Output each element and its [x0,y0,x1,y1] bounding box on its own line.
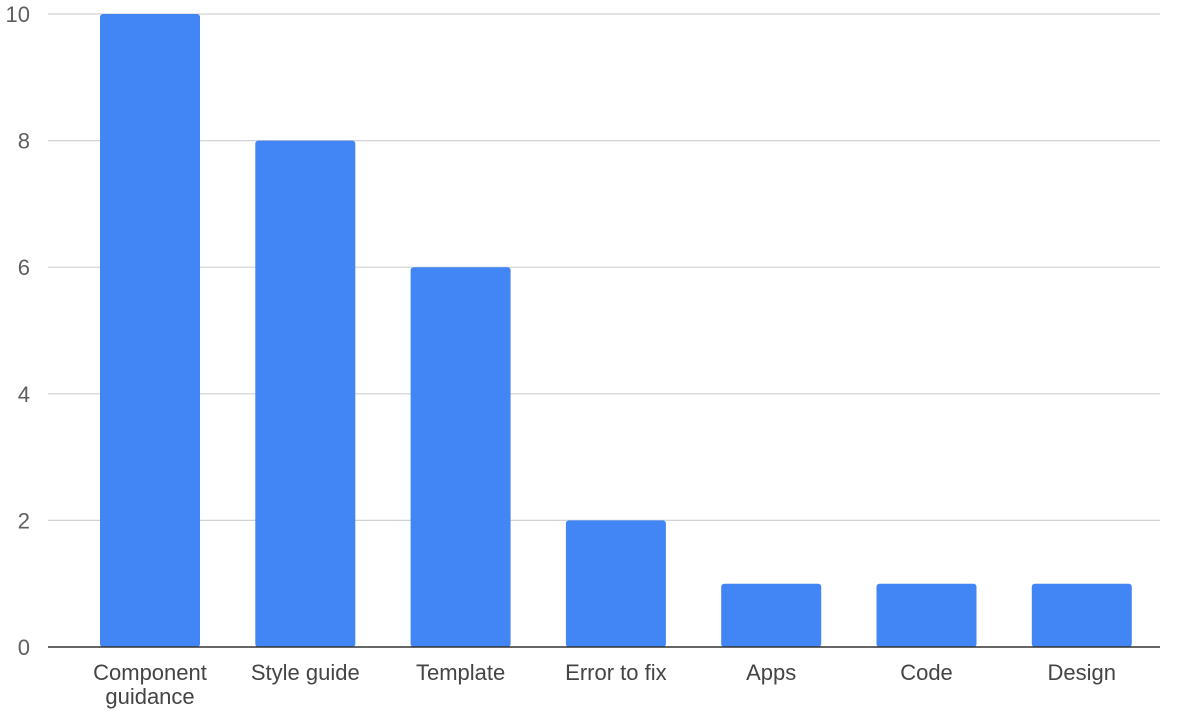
y-axis-tick-labels: 0 2 4 6 8 10 [6,2,30,660]
bar-style-guide [255,140,356,647]
bar-error-to-fix [565,520,666,647]
bar-template [410,267,511,647]
y-tick-label: 0 [18,635,30,660]
x-tick-label: Apps [746,660,796,685]
y-tick-label: 4 [18,382,30,407]
bar-apps [721,583,822,647]
x-tick-label: Template [416,660,505,685]
x-tick-label: Design [1048,660,1116,685]
y-tick-label: 8 [18,129,30,154]
y-tick-label: 2 [18,508,30,533]
x-tick-label: Style guide [251,660,360,685]
bar-design [1031,583,1132,647]
bars [100,14,1132,647]
y-tick-label: 10 [6,2,30,27]
bar-component-guidance [100,14,200,647]
x-tick-label: Error to fix [565,660,666,685]
x-axis-category-labels: Component guidance Style guide Template Erro… [93,660,1116,709]
x-tick-label: Component guidance [93,660,207,709]
bar-code [876,583,977,647]
y-tick-label: 6 [18,255,30,280]
gridlines [48,13,1160,522]
x-tick-label: Code [900,660,953,685]
